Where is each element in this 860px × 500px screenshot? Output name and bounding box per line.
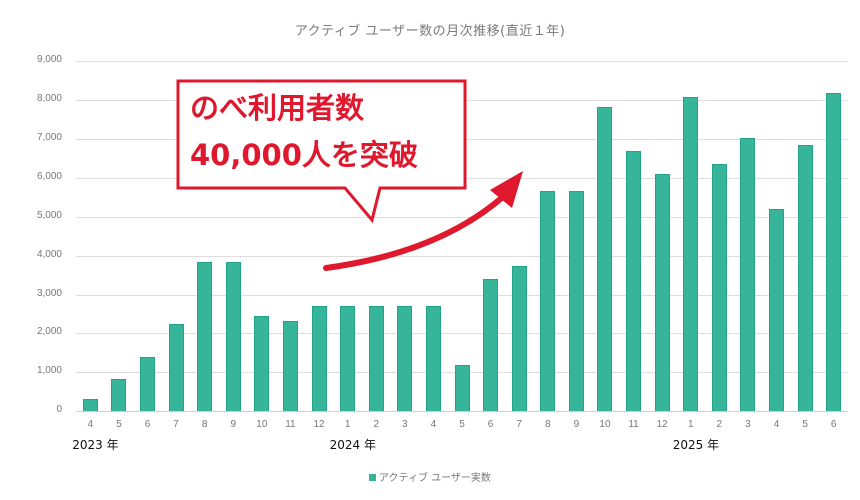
gridline [76,256,848,257]
bar-2023-10 [254,315,270,412]
y-tick-label: 8,000 [36,93,62,104]
year-label: 2025 年 [672,438,720,452]
x-tick-label: 2 [716,419,723,430]
x-tick-label: 6 [487,419,494,430]
bar-2023-11 [282,321,298,412]
y-tick-label: 7,000 [36,132,62,143]
x-tick-label: 9 [573,419,580,430]
bar-2023-09 [225,262,241,412]
x-tick-label: 5 [459,419,465,430]
y-tick-label: 9,000 [36,54,62,65]
y-tick-label: 2,000 [36,326,62,337]
bar-2025-03 [740,138,756,412]
callout-line-2: 40,000人を突破 [190,138,418,172]
x-tick-label: 4 [87,419,94,430]
x-tick-label: 7 [516,419,522,430]
x-tick-label: 1 [344,419,351,430]
bar-2024-11 [626,150,642,412]
chart-title: アクティブ ユーザー数の月次推移(直近１年) [294,24,566,39]
gridline [76,61,848,62]
x-tick-label: 9 [230,419,237,430]
bar-2024-03 [397,306,413,412]
x-tick-label: 2 [373,419,379,430]
y-tick-label: 6,000 [36,171,62,182]
legend-swatch-icon [369,474,377,481]
x-tick-label: 4 [430,419,437,430]
x-tick-label: 7 [173,419,179,430]
gridline [76,411,848,412]
bar-2024-12 [654,173,670,412]
bar-2024-05 [454,364,470,412]
x-tick-label: 8 [544,419,551,430]
trend-arrowhead-icon [490,171,523,208]
x-tick-label: 3 [745,419,751,430]
x-tick-label: 11 [285,419,296,430]
bar-2024-07 [511,265,527,412]
x-tick-label: 1 [687,419,694,430]
trend-arrow-icon [323,192,508,271]
bar-2023-07 [168,323,184,412]
bar-2023-08 [197,262,213,412]
gridline [76,217,848,218]
bar-2025-05 [797,145,813,412]
gridline [76,295,848,296]
bar-2024-02 [368,306,384,412]
x-tick-label: 3 [402,419,408,430]
bar-2024-09 [568,190,584,412]
bar-2025-04 [769,208,785,412]
bar-2023-05 [111,379,127,412]
y-tick-label: 5,000 [36,210,62,221]
y-tick-label: 1,000 [36,365,62,376]
bar-2023-04 [82,398,98,412]
year-label: 2024 年 [329,438,376,452]
x-tick-label: 12 [313,419,325,430]
bar-2023-12 [311,306,327,412]
x-tick-label: 11 [628,419,639,430]
bar-2024-06 [483,279,499,412]
callout-line-1: のべ利用者数 [190,91,365,125]
bar-2025-02 [711,163,727,412]
x-tick-label: 10 [256,419,268,430]
bar-2025-01 [683,96,699,412]
x-tick-label: 5 [802,419,808,430]
legend: アクティブ ユーザー実数 [0,469,860,484]
y-tick-label: 4,000 [36,249,62,260]
bar-2024-04 [425,306,441,412]
x-tick-label: 12 [656,419,668,430]
x-tick-label: 6 [830,419,837,430]
year-label: 2023 年 [72,438,119,452]
bar-2023-06 [139,357,155,412]
bar-2025-06 [826,92,842,412]
gridline [76,333,848,334]
x-tick-label: 5 [116,419,122,430]
y-tick-label: 3,000 [36,288,62,299]
bar-2024-10 [597,106,613,412]
bar-2024-08 [540,191,556,412]
x-tick-label: 8 [201,419,208,430]
bar-2024-01 [340,306,356,412]
callout-bubble [176,79,467,224]
x-tick-label: 4 [773,419,780,430]
legend-label: アクティブ ユーザー実数 [379,473,491,484]
x-tick-label: 10 [599,419,611,430]
y-tick-label: 0 [56,404,62,415]
x-tick-label: 6 [144,419,151,430]
